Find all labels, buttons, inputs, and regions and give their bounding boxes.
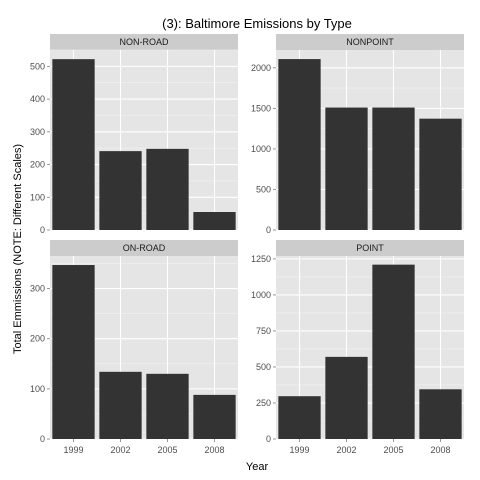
facet-strip-label: NONPOINT	[346, 37, 394, 47]
y-tick-label: 1500	[251, 103, 271, 113]
y-axis-title: Total Emmissions (NOTE: Different Scales…	[12, 144, 24, 354]
y-tick-label: 2000	[251, 63, 271, 73]
facet-strip	[50, 34, 238, 50]
bar-non-road-2008	[193, 212, 236, 230]
x-tick-label: 2008	[204, 445, 224, 455]
y-tick-label: 500	[256, 362, 271, 372]
x-tick-label: 2002	[336, 445, 356, 455]
bar-on-road-2002	[99, 371, 142, 439]
facet-panels: NON-ROAD0100200300400500NONPOINT05001000…	[30, 34, 464, 455]
y-tick-label: 500	[256, 184, 271, 194]
y-tick-label: 250	[256, 398, 271, 408]
y-tick-label: 100	[30, 192, 45, 202]
bar-nonpoint-1999	[278, 59, 321, 230]
bar-point-1999	[278, 396, 321, 439]
bar-on-road-2008	[193, 394, 236, 439]
bar-point-2005	[372, 264, 415, 439]
y-tick-label: 300	[30, 284, 45, 294]
facet-non-road: NON-ROAD 0 100 200 300 400 500	[30, 34, 238, 235]
facet-strip-label: POINT	[356, 243, 384, 253]
x-axis-title: Year	[246, 461, 269, 473]
y-tick-label: 300	[30, 127, 45, 137]
facet-on-road: ON-ROAD 0 100 200 300 1999 2002 2005 2008	[30, 240, 238, 455]
x-tick-label: 1999	[63, 445, 83, 455]
y-tick-label: 200	[30, 160, 45, 170]
bar-nonpoint-2005	[372, 107, 415, 230]
y-tick-label: 500	[30, 61, 45, 71]
y-tick-label: 1250	[251, 254, 271, 264]
y-tick-label: 1000	[251, 290, 271, 300]
chart-title: (3): Baltimore Emissions by Type	[162, 16, 352, 31]
facet-strip	[50, 240, 238, 256]
facet-strip-label: NON-ROAD	[120, 37, 169, 47]
x-tick-label: 2008	[430, 445, 450, 455]
facet-strip	[276, 34, 464, 50]
y-tick-label: 1000	[251, 144, 271, 154]
facet-point: POINT 0 250 500 750 1000 1250 1999 2002 2005 2008	[251, 240, 464, 455]
y-tick-label: 0	[266, 434, 271, 444]
x-tick-label: 2002	[110, 445, 130, 455]
y-tick-label: 200	[30, 334, 45, 344]
y-tick-label: 750	[256, 326, 271, 336]
x-tick-label: 2005	[383, 445, 403, 455]
x-tick-label: 2005	[157, 445, 177, 455]
bar-point-2008	[419, 389, 462, 439]
y-tick-label: 0	[266, 225, 271, 235]
y-tick-label: 0	[40, 434, 45, 444]
bar-non-road-2002	[99, 151, 142, 230]
bar-nonpoint-2008	[419, 118, 462, 230]
y-tick-label: 400	[30, 94, 45, 104]
y-tick-label: 0	[40, 225, 45, 235]
bar-on-road-1999	[52, 265, 95, 439]
bar-non-road-1999	[52, 59, 95, 230]
y-tick-label: 100	[30, 384, 45, 394]
facet-strip	[276, 240, 464, 256]
bar-on-road-2005	[146, 373, 189, 439]
x-tick-label: 1999	[289, 445, 309, 455]
bar-nonpoint-2002	[325, 107, 368, 230]
facet-nonpoint: NONPOINT 0 500 1000 1500 2000	[251, 34, 464, 235]
facet-strip-label: ON-ROAD	[123, 243, 166, 253]
bar-non-road-2005	[146, 148, 189, 230]
bar-point-2002	[325, 356, 368, 439]
